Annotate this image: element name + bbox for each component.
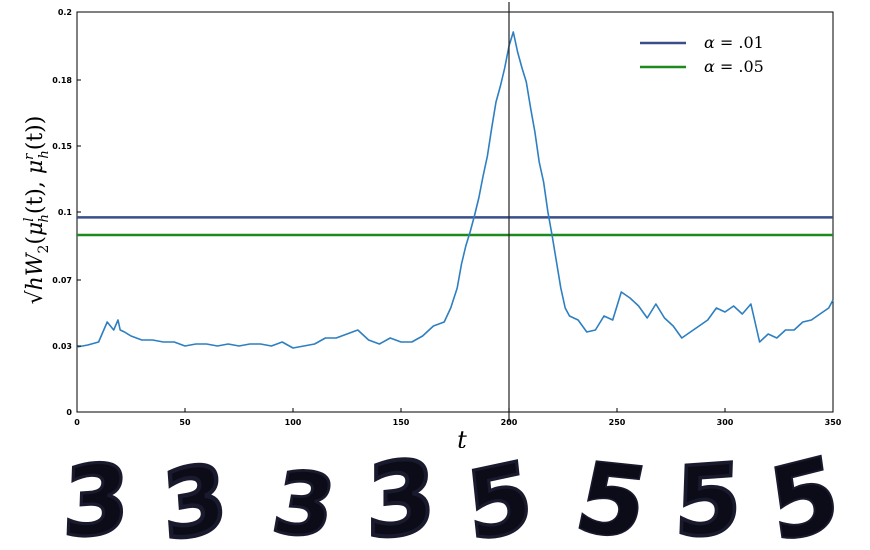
y-tick-label: 0.2	[58, 8, 72, 17]
x-tick-label: 150	[393, 418, 410, 427]
y-axis-label-part: (	[23, 236, 48, 245]
y-axis-label-part: h	[37, 214, 52, 222]
handwritten-digit-3: 3	[265, 454, 342, 550]
handwritten-digit-5: 5	[462, 448, 537, 550]
y-axis-label-part: 2	[36, 245, 52, 254]
y-axis-label-part: W	[23, 251, 48, 276]
y-tick-label: 0.1	[58, 208, 73, 217]
x-tick-label: 50	[179, 418, 191, 427]
y-axis-label-part: μ	[23, 160, 48, 174]
y-tick-label: 0.03	[52, 342, 72, 351]
y-tick-label: 0.15	[52, 142, 72, 151]
x-tick-label: 100	[285, 418, 302, 427]
series-line-0	[76, 31, 834, 349]
y-axis-label-part: (t))	[23, 116, 48, 151]
handwritten-digit-3: 3	[61, 448, 132, 550]
legend: α = .01 α = .05	[640, 33, 764, 76]
x-axis-ticks: 0 50 100 150 200 250 300 350	[74, 408, 842, 427]
y-axis-label-part: √	[23, 289, 48, 304]
y-axis-label-part: μ	[23, 222, 48, 236]
legend-label-0: α = .01	[704, 33, 764, 52]
y-axis-ticks: 0 0.03 0.07 0.1 0.15 0.18 0.2	[52, 8, 81, 417]
y-axis-label: √hW2(μlh(t), μrh(t))	[22, 116, 52, 305]
y-tick-label: 0.18	[52, 76, 72, 85]
x-tick-label: 250	[609, 418, 626, 427]
handwritten-digit-3: 3	[159, 448, 230, 550]
x-axis-label: t	[457, 426, 467, 448]
x-tick-label: 300	[717, 418, 734, 427]
threshold-lines	[77, 216, 833, 237]
handwritten-digit-3: 3	[366, 448, 435, 550]
handwritten-digit-5: 5	[673, 448, 744, 550]
series-layer	[76, 31, 834, 349]
y-axis-label-part: r	[22, 153, 37, 160]
y-axis-label-part: (t),	[23, 174, 48, 214]
x-tick-label: 200	[501, 418, 518, 427]
y-tick-label: 0.07	[52, 276, 72, 285]
x-tick-label: 350	[825, 418, 842, 427]
y-axis-label-part: h	[23, 276, 48, 290]
y-axis-label-part: l	[22, 218, 37, 222]
y-tick-label: 0	[66, 408, 72, 417]
chart: 0 50 100 150 200 250 300 350 0 0.03 0.07 0.1 0.15 0.…	[22, 2, 842, 448]
legend-label-1: α = .05	[704, 57, 764, 76]
x-tick-label: 0	[74, 418, 80, 427]
handwritten-digit-5: 5	[762, 448, 846, 550]
handwritten-digit-5: 5	[566, 448, 658, 550]
y-axis-label-part: h	[37, 150, 52, 158]
